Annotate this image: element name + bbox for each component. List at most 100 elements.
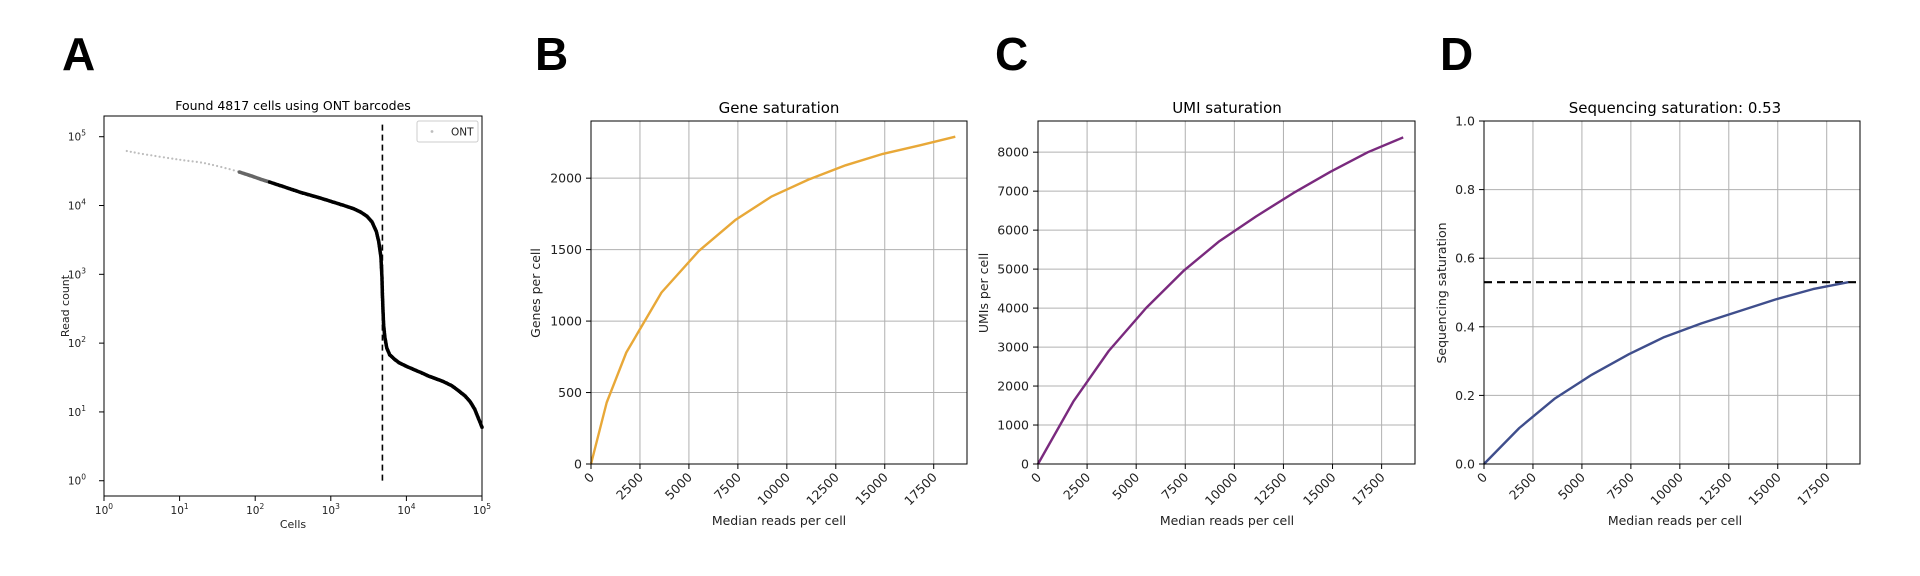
panel-a-ytick-label-3: 103 xyxy=(68,266,86,281)
panel-a-title: Found 4817 cells using ONT barcodes xyxy=(175,98,411,113)
panel-a-point-48 xyxy=(191,160,194,163)
panel-d: D Sequencing saturation: 0.53 Median rea… xyxy=(1434,28,1861,528)
panel-d-series-line-0 xyxy=(1483,281,1849,465)
panel-d-title: Sequencing saturation: 0.53 xyxy=(1569,99,1781,117)
panel-b-xlabel: Median reads per cell xyxy=(712,513,846,528)
panel-c-ylabel: UMIs per cell xyxy=(976,253,991,333)
panel-c-ytick-label-8: 8000 xyxy=(997,145,1029,160)
panel-a-xtick-label-0: 100 xyxy=(95,502,113,517)
panel-a-legend-marker xyxy=(430,130,434,133)
panel-a-point-45 xyxy=(187,159,190,162)
panel-a-point-24 xyxy=(158,155,161,158)
panel-d-ytick-label-3: 0.6 xyxy=(1455,251,1475,266)
panel-a-point-66 xyxy=(216,164,219,168)
panel-a-xtick-label-4: 104 xyxy=(397,502,415,517)
panel-a-point-69 xyxy=(220,165,223,169)
panel-d-ylabel: Sequencing saturation xyxy=(1434,222,1449,363)
panel-d-frame xyxy=(1483,120,1861,465)
panel-c-ytick-label-2: 2000 xyxy=(997,379,1029,394)
panel-d-ytick-label-2: 0.4 xyxy=(1455,319,1475,334)
panel-b-xtick-label-4: 10000 xyxy=(754,469,793,508)
panel-letter-a: A xyxy=(62,28,95,80)
panel-c-series-line-0 xyxy=(1036,136,1404,465)
panel-b-title: Gene saturation xyxy=(719,99,840,117)
panel-d-xtick-label-4: 10000 xyxy=(1647,469,1686,508)
panel-c-xtick-label-3: 7500 xyxy=(1158,469,1191,502)
panel-b-xtick-label-5: 12500 xyxy=(803,469,842,508)
panel-a-point-75 xyxy=(228,168,231,171)
panel-a-ylabel: Read count xyxy=(59,274,72,337)
panel-a-point-51 xyxy=(195,160,198,163)
panel-a-plot: 100 101 102 103 104 105 100 101 102 103 104 105 ONT xyxy=(68,115,491,517)
panel-letter-c: C xyxy=(995,28,1028,80)
panel-c-plot: 0 2500 5000 7500 10000 12500 15000 17500 0 1000 20… xyxy=(997,120,1416,508)
panel-letter-d: D xyxy=(1440,28,1473,80)
panel-d-xlabel: Median reads per cell xyxy=(1608,513,1742,528)
panel-a-point-54 xyxy=(199,161,203,164)
panel-c-title: UMI saturation xyxy=(1172,99,1282,117)
panel-a-point-39 xyxy=(179,158,182,161)
panel-a-xlabel: Cells xyxy=(280,518,307,531)
panel-b-xtick-label-6: 15000 xyxy=(852,469,891,508)
panel-d-ytick-label-4: 0.8 xyxy=(1455,182,1475,197)
panel-d-plot: 0 2500 5000 7500 10000 12500 15000 17500 0.0 0.2 0… xyxy=(1455,114,1861,508)
panel-c-ytick-label-6: 6000 xyxy=(997,223,1029,238)
panel-a-point-30 xyxy=(167,156,170,160)
panel-b-ylabel: Genes per cell xyxy=(528,248,543,338)
panel-c-xtick-label-2: 5000 xyxy=(1109,469,1142,502)
panel-a-ytick-label-1: 101 xyxy=(68,404,86,419)
panel-b-ytick-label-3: 1500 xyxy=(550,242,582,257)
panel-c-ytick-label-5: 5000 xyxy=(997,262,1029,277)
panel-c: C UMI saturation Median reads per cell U… xyxy=(976,28,1416,528)
panel-a: A Found 4817 cells using ONT barcodes Ce… xyxy=(59,28,491,531)
panel-c-ytick-label-1: 1000 xyxy=(997,418,1029,433)
panel-d-xtick-label-7: 17500 xyxy=(1794,469,1833,508)
panel-b-xtick-label-2: 5000 xyxy=(662,469,695,502)
panel-a-xtick-label-3: 103 xyxy=(322,502,340,517)
panel-c-ytick-label-0: 0 xyxy=(1021,457,1029,472)
panel-b-xtick-label-3: 7500 xyxy=(711,469,744,502)
panel-b-ytick-label-1: 500 xyxy=(558,385,582,400)
panel-a-point-36 xyxy=(175,158,178,161)
panel-a-point-18 xyxy=(150,154,153,157)
panel-a-ytick-label-4: 104 xyxy=(68,198,86,213)
panel-c-xtick-label-0: 0 xyxy=(1028,469,1044,485)
panel-b-xtick-label-1: 2500 xyxy=(613,469,646,502)
panel-c-ytick-label-4: 4000 xyxy=(997,301,1029,316)
panel-d-xtick-label-1: 2500 xyxy=(1506,469,1539,502)
panel-a-point-6 xyxy=(133,151,136,154)
panel-b-series-line-0 xyxy=(589,135,956,465)
panel-b-xtick-label-0: 0 xyxy=(581,469,597,485)
panel-c-ytick-label-3: 3000 xyxy=(997,340,1029,355)
panel-c-xtick-label-7: 17500 xyxy=(1349,469,1388,508)
panel-a-point-21 xyxy=(154,154,157,158)
panel-a-legend-label: ONT xyxy=(451,127,474,139)
panel-a-point-63 xyxy=(211,163,215,167)
panel-a-ytick-label-0: 100 xyxy=(68,473,86,488)
panel-d-ytick-label-1: 0.2 xyxy=(1455,388,1475,403)
panel-a-point-15 xyxy=(146,153,149,156)
panel-a-point-12 xyxy=(141,152,144,156)
panel-d-xtick-label-0: 0 xyxy=(1474,469,1490,485)
panel-d-xtick-label-2: 5000 xyxy=(1555,469,1588,502)
panel-a-point-72 xyxy=(224,167,227,170)
panel-d-ytick-label-5: 1.0 xyxy=(1455,114,1475,129)
panel-b-ytick-label-0: 0 xyxy=(574,457,582,472)
panel-c-xtick-label-6: 15000 xyxy=(1300,469,1339,508)
panel-a-point-9 xyxy=(137,152,140,155)
panel-a-point-42 xyxy=(183,159,186,162)
panel-c-frame xyxy=(1037,120,1416,465)
panel-c-xlabel: Median reads per cell xyxy=(1160,513,1294,528)
panel-a-xtick-label-5: 105 xyxy=(473,502,491,517)
panel-b-plot: 0 2500 5000 7500 10000 12500 15000 17500 0 500 100… xyxy=(550,120,968,508)
panel-d-xtick-label-3: 7500 xyxy=(1604,469,1637,502)
panel-a-xtick-label-1: 101 xyxy=(171,502,189,517)
panel-d-xtick-label-6: 15000 xyxy=(1745,469,1784,508)
panel-d-xtick-label-5: 12500 xyxy=(1696,469,1735,508)
panel-c-ytick-label-7: 7000 xyxy=(997,184,1029,199)
panel-a-ytick-label-5: 105 xyxy=(68,129,86,144)
panel-a-point-27 xyxy=(162,156,165,159)
panel-a-point-3 xyxy=(129,150,132,153)
panel-b-frame xyxy=(590,120,968,465)
